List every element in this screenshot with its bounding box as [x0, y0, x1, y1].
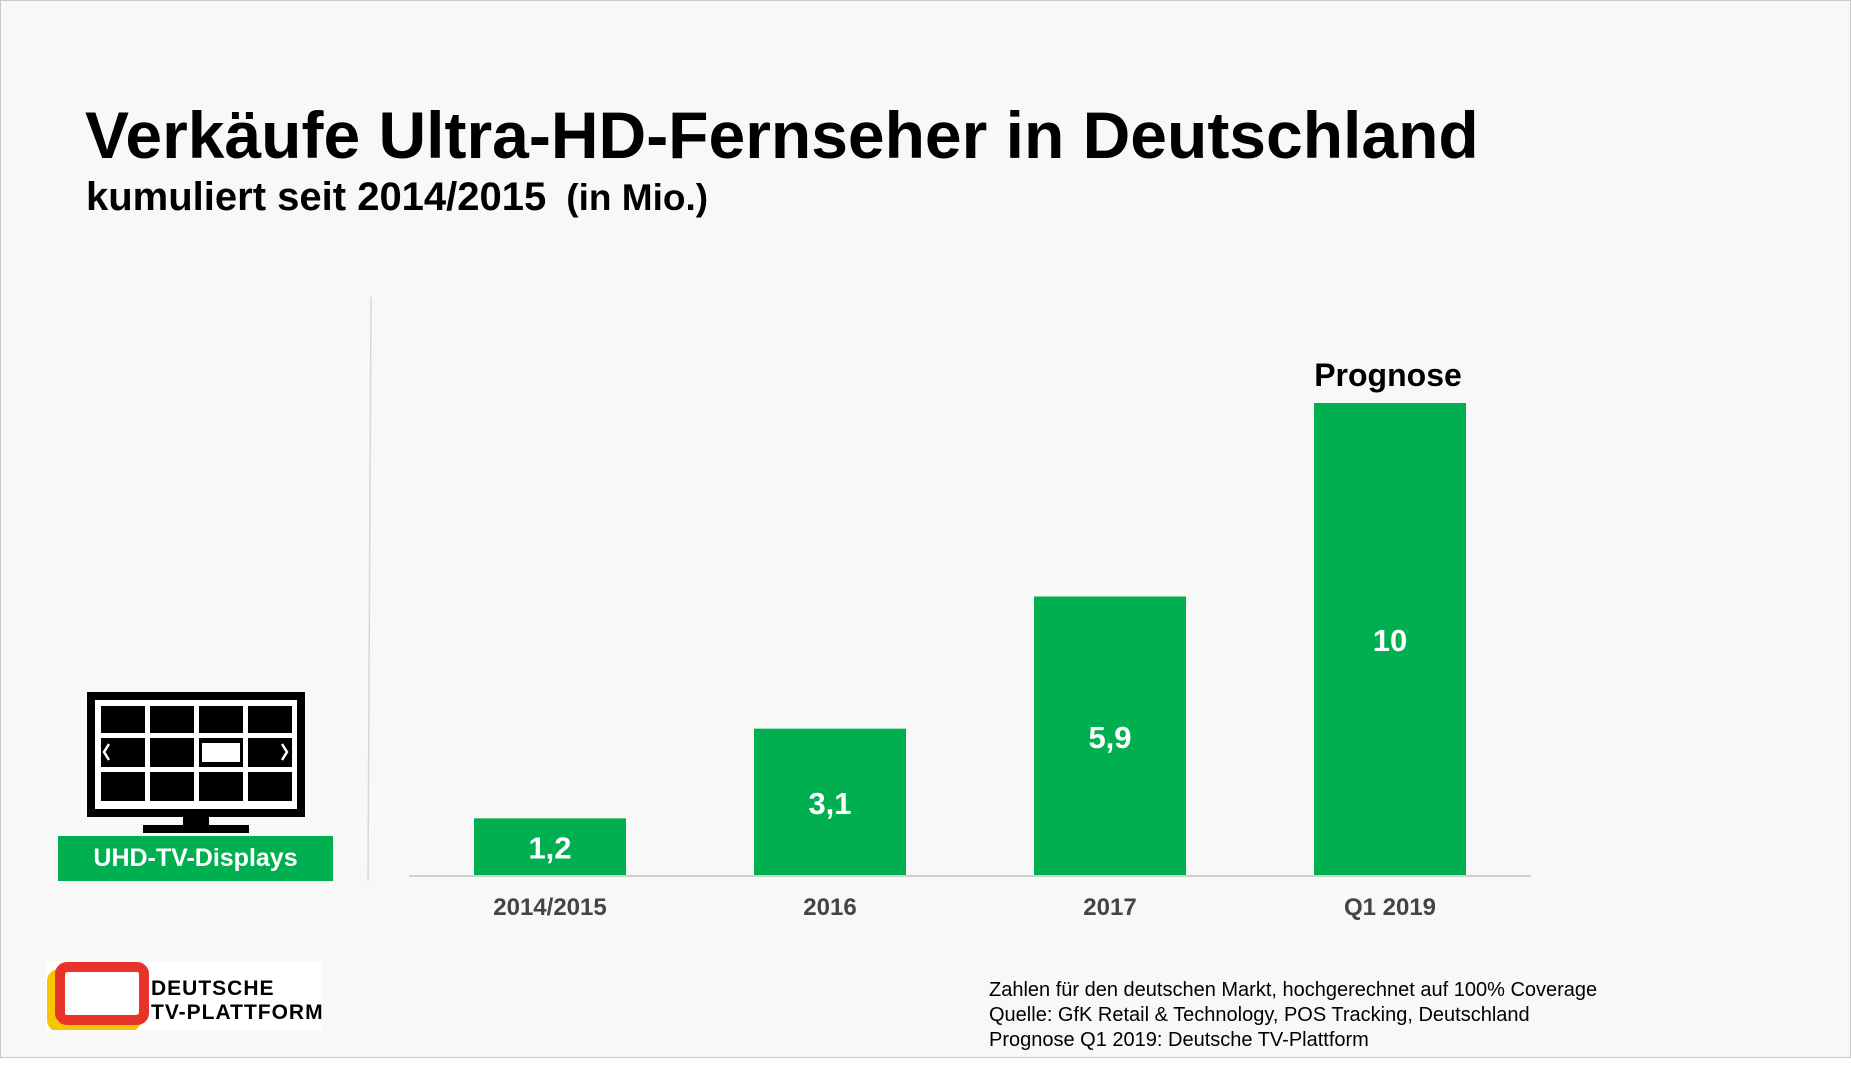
- data-label-3: 5,9: [1088, 720, 1131, 755]
- data-label-4: 10: [1373, 623, 1407, 658]
- logo-line-2: TV-PLATTFORM: [151, 1001, 324, 1024]
- bar-4: [1314, 403, 1466, 875]
- annotation-1: Prognose: [1314, 357, 1462, 393]
- logo-text: DEUTSCHE TV-PLATTFORM: [151, 977, 324, 1025]
- deutsche-tv-plattform-logo: [46, 962, 321, 1030]
- left-separator-line: [367, 296, 372, 882]
- source-note-1: Zahlen für den deutschen Markt, hochgere…: [989, 979, 1598, 1001]
- source-notes: Zahlen für den deutschen Markt, hochgere…: [989, 978, 1597, 1053]
- x-tick-label-1: 2014/2015: [493, 894, 606, 921]
- data-label-1: 1,2: [528, 831, 571, 866]
- data-label-2: 3,1: [808, 786, 851, 821]
- x-tick-label-4: Q1 2019: [1344, 894, 1436, 921]
- uhd-tv-displays-label: UHD-TV-Displays: [58, 836, 333, 881]
- source-note-2: Quelle: GfK Retail & Technology, POS Tra…: [989, 1004, 1530, 1026]
- bar-1: [474, 818, 626, 875]
- tv-grid-icon: [87, 692, 305, 833]
- unit-label: (in Mio.): [566, 177, 709, 218]
- bar-2: [754, 728, 906, 875]
- source-note-3: Prognose Q1 2019: Deutsche TV-Plattform: [989, 1029, 1369, 1051]
- chart-bars: 1,2 2014/2015 3,1 2016 5,9 2017 10 Q1 2019 Progn…: [474, 357, 1466, 921]
- x-tick-label-3: 2017: [1083, 894, 1136, 921]
- subtitle-text: kumuliert seit 2014/2015: [86, 175, 547, 219]
- bar-3: [1034, 596, 1186, 875]
- chart-title: Verkäufe Ultra-HD-Fernseher in Deutschla…: [85, 98, 1479, 172]
- logo-line-1: DEUTSCHE: [151, 977, 275, 1000]
- x-tick-label-2: 2016: [803, 894, 856, 921]
- chart-subtitle: kumuliert seit 2014/2015 (in Mio.): [86, 175, 708, 220]
